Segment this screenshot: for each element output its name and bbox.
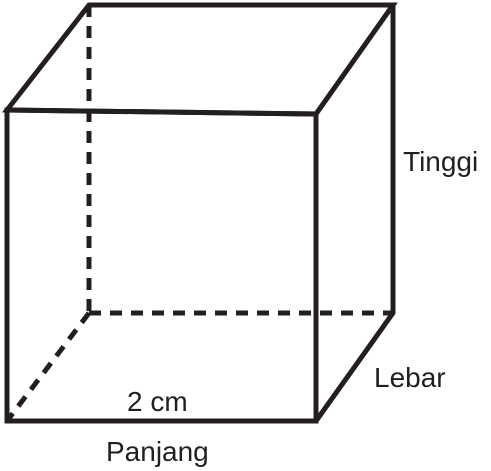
right-face-edges: [313, 5, 396, 423]
label-length: Panjang: [106, 436, 209, 467]
top-face: [1, 2, 398, 117]
hidden-edge-bottom-left-diagonal: [5, 311, 91, 423]
hidden-edges: [5, 5, 393, 423]
front-face: [4, 107, 319, 424]
label-width: Lebar: [374, 362, 446, 393]
label-height: Tinggi: [403, 146, 478, 177]
visible-edges: [1, 2, 398, 424]
label-measure: 2 cm: [127, 386, 188, 417]
